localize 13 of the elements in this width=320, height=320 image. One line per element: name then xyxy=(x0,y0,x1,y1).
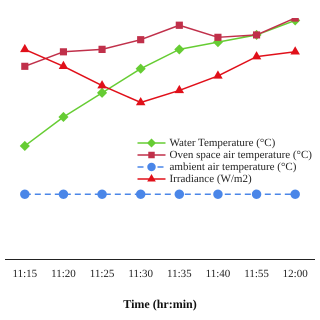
legend-label: Irradiance (W/m2) xyxy=(170,172,252,185)
x-tick-label: 11:40 xyxy=(206,268,231,280)
x-tick-label: 11:25 xyxy=(90,268,115,280)
legend-label: Water Temperature (°C) xyxy=(170,136,276,149)
x-tick-label: 11:30 xyxy=(128,268,154,280)
legend-label: Oven space air temperature (°C) xyxy=(170,148,312,161)
x-axis-title: Time (hr:min) xyxy=(123,296,197,311)
legend-label: ambient air temperature (°C) xyxy=(170,160,297,173)
x-tick-label: 11:15 xyxy=(12,268,38,280)
x-tick-label: 11:55 xyxy=(244,268,270,280)
x-tick-label: 12:00 xyxy=(282,268,308,280)
x-tick-label: 11:20 xyxy=(51,268,76,280)
x-tick-label: 11:35 xyxy=(166,268,192,280)
